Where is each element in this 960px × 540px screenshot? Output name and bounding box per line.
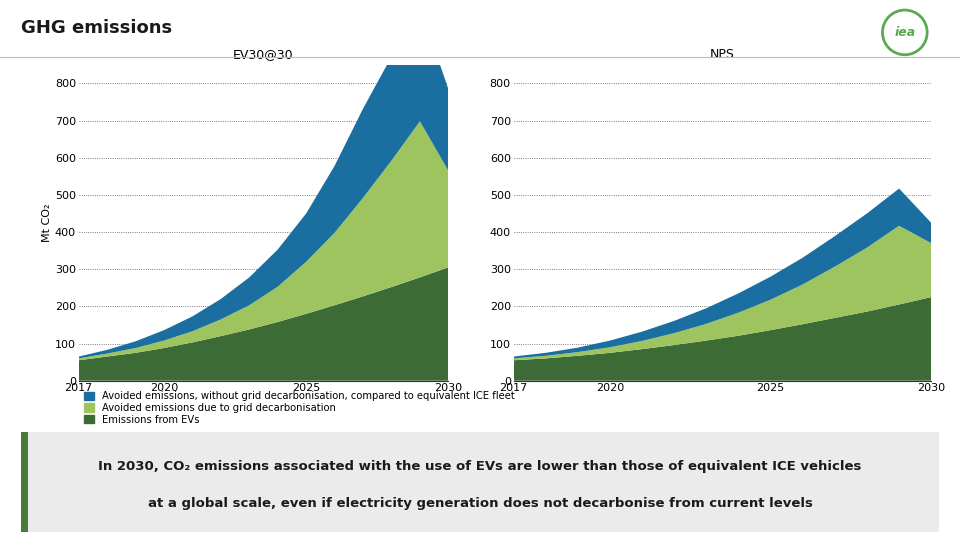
Text: iea: iea xyxy=(894,26,916,39)
FancyBboxPatch shape xyxy=(21,432,28,532)
Title: EV30@30: EV30@30 xyxy=(233,48,294,61)
Title: NPS: NPS xyxy=(710,48,734,61)
Text: GHG emissions: GHG emissions xyxy=(21,19,172,37)
Y-axis label: Mt CO₂: Mt CO₂ xyxy=(42,204,52,242)
Text: In 2030, CO₂ emissions associated with the use of EVs are lower than those of eq: In 2030, CO₂ emissions associated with t… xyxy=(98,461,862,474)
FancyBboxPatch shape xyxy=(21,432,939,532)
Text: at a global scale, even if electricity generation does not decarbonise from curr: at a global scale, even if electricity g… xyxy=(148,497,812,510)
Legend: Avoided emissions, without grid decarbonisation, compared to equivalent ICE flee: Avoided emissions, without grid decarbon… xyxy=(84,391,515,424)
Circle shape xyxy=(882,10,927,55)
